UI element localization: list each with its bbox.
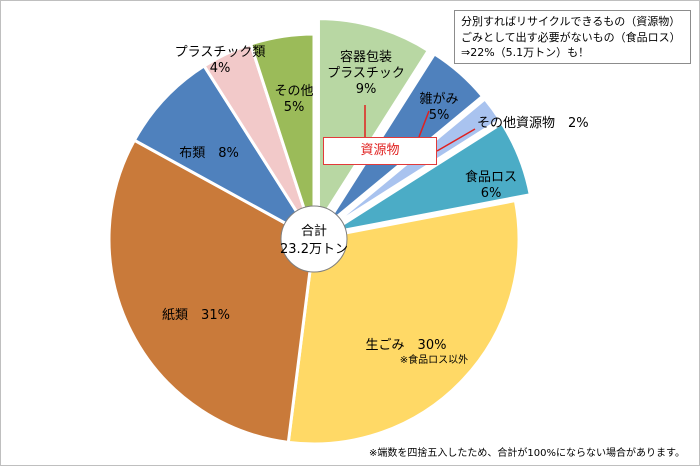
pie-slice — [286, 198, 521, 446]
slice-label: 生ごみ 30% — [366, 337, 447, 353]
note-line-3: ⇒22%（5.1万トン）も！ — [461, 46, 590, 59]
note-box: 分別すればリサイクルできるもの（資源物） ごみとして出す必要がないもの（食品ロス… — [454, 10, 691, 64]
pie-slice — [107, 138, 316, 445]
resource-tag: 資源物 — [323, 137, 437, 165]
slice-label: その他資源物 2% — [477, 116, 589, 131]
pie-slice — [328, 121, 532, 235]
slice-label: 布類 8% — [179, 146, 239, 161]
pie-slice — [132, 63, 316, 241]
slice-label: その他 5% — [274, 84, 313, 115]
footnote: ※端数を四捨五入したため、合計が100%にならない場合があります。 — [369, 448, 685, 459]
slice-label: プラスチック類 4% — [175, 45, 266, 76]
slice-label: 雑がみ 5% — [419, 91, 458, 123]
center-circle — [280, 205, 348, 273]
note-line-1: 分別すればリサイクルできるもの（資源物） — [461, 15, 681, 28]
slice-label: 食品ロス 6% — [465, 169, 517, 201]
pie-slice — [316, 17, 431, 229]
slice-label: 容器包装プラスチック 9% — [327, 49, 405, 97]
note-line-2: ごみとして出す必要がないもの（食品ロス） — [461, 30, 681, 44]
resource-pointer-line — [436, 128, 476, 152]
slice-note: ※食品ロス以外 — [400, 353, 468, 366]
center-label-line1: 合計 — [301, 223, 327, 239]
resource-pointer-line — [418, 110, 430, 138]
center-label-line2: 23.2万トン — [280, 242, 348, 257]
slice-label: 紙類 31% — [162, 308, 230, 323]
pie-slice — [248, 32, 316, 240]
